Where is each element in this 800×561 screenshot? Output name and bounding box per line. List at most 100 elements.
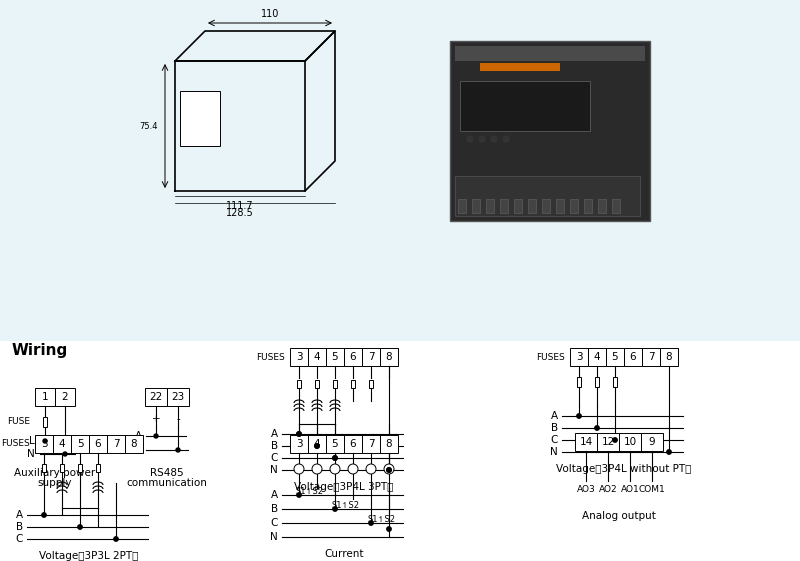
Text: communication: communication	[126, 478, 207, 488]
Bar	[598, 199, 606, 213]
Bar	[460, 81, 590, 131]
Text: B: B	[16, 522, 23, 532]
Circle shape	[666, 450, 671, 454]
Text: B: B	[135, 445, 142, 455]
Bar	[297, 380, 301, 388]
Text: 23: 23	[171, 392, 185, 402]
Text: FUSES: FUSES	[256, 352, 285, 361]
Bar	[35, 435, 53, 453]
Circle shape	[467, 136, 473, 142]
Text: N: N	[270, 465, 278, 475]
Bar	[362, 435, 380, 453]
Text: Current: Current	[324, 549, 364, 559]
Circle shape	[312, 464, 322, 474]
Circle shape	[78, 525, 82, 529]
Text: 3: 3	[576, 352, 582, 362]
Text: 7: 7	[648, 352, 654, 362]
Bar	[344, 348, 362, 366]
Bar	[78, 464, 82, 472]
Bar	[315, 380, 319, 388]
Circle shape	[43, 439, 47, 443]
Text: C: C	[550, 435, 558, 445]
Text: RS485: RS485	[150, 468, 184, 478]
Circle shape	[369, 521, 373, 525]
Bar	[5, 6, 795, 336]
Circle shape	[384, 464, 394, 474]
Text: 8: 8	[386, 439, 392, 449]
Text: 5: 5	[77, 439, 83, 449]
Circle shape	[366, 464, 376, 474]
Text: FUSE: FUSE	[7, 417, 30, 426]
Bar	[89, 435, 107, 453]
Bar	[595, 377, 599, 387]
Text: 22: 22	[150, 392, 162, 402]
Text: 8: 8	[130, 439, 138, 449]
Bar	[458, 199, 466, 213]
Text: 4: 4	[314, 439, 320, 449]
Text: 4: 4	[314, 352, 320, 362]
Text: 2: 2	[62, 392, 68, 402]
Circle shape	[613, 438, 618, 442]
Bar	[500, 199, 508, 213]
Bar	[344, 435, 362, 453]
Circle shape	[387, 468, 391, 472]
Circle shape	[315, 444, 319, 448]
Bar	[308, 435, 326, 453]
Bar	[125, 435, 143, 453]
Bar	[326, 435, 344, 453]
Bar	[556, 199, 564, 213]
Circle shape	[315, 444, 319, 448]
Bar	[606, 348, 624, 366]
Text: 7: 7	[113, 439, 119, 449]
Text: C: C	[16, 534, 23, 544]
Circle shape	[348, 464, 358, 474]
Circle shape	[387, 468, 391, 472]
Text: 7: 7	[368, 352, 374, 362]
Bar	[43, 417, 47, 427]
Text: 4: 4	[58, 439, 66, 449]
Text: N: N	[550, 447, 558, 457]
Bar	[326, 348, 344, 366]
Bar	[380, 435, 398, 453]
Circle shape	[479, 136, 485, 142]
Bar	[290, 348, 308, 366]
Text: 3: 3	[296, 352, 302, 362]
Bar	[514, 199, 522, 213]
Bar	[96, 464, 100, 472]
Bar	[486, 199, 494, 213]
Text: A: A	[271, 429, 278, 439]
Bar	[351, 380, 355, 388]
Bar	[597, 433, 619, 451]
Text: C: C	[270, 453, 278, 463]
Bar	[584, 199, 592, 213]
Text: 128.5: 128.5	[226, 208, 254, 218]
Text: 6: 6	[350, 439, 356, 449]
Text: Voltage（3P3L 2PT）: Voltage（3P3L 2PT）	[39, 551, 138, 561]
Text: A: A	[135, 431, 142, 441]
Text: FUSES: FUSES	[536, 352, 565, 361]
Bar	[362, 348, 380, 366]
Text: S1↿S2: S1↿S2	[368, 515, 396, 524]
Text: 6: 6	[630, 352, 636, 362]
Text: A: A	[271, 490, 278, 500]
Circle shape	[42, 513, 46, 517]
Text: 3: 3	[296, 439, 302, 449]
Bar	[642, 348, 660, 366]
Bar	[480, 63, 560, 71]
Bar	[42, 464, 46, 472]
Text: C: C	[270, 518, 278, 528]
Bar	[588, 348, 606, 366]
Circle shape	[297, 432, 302, 436]
Circle shape	[387, 527, 391, 531]
Text: Voltage（3P4L 3PT）: Voltage（3P4L 3PT）	[294, 482, 394, 492]
Text: 110: 110	[261, 9, 279, 19]
Bar	[180, 91, 220, 146]
Bar	[333, 380, 337, 388]
Text: B: B	[551, 423, 558, 433]
Text: S1↿S2: S1↿S2	[332, 501, 360, 510]
Circle shape	[176, 448, 180, 452]
Bar	[641, 433, 663, 451]
Text: FUSES: FUSES	[2, 439, 30, 448]
Circle shape	[577, 414, 581, 418]
Text: 6: 6	[94, 439, 102, 449]
